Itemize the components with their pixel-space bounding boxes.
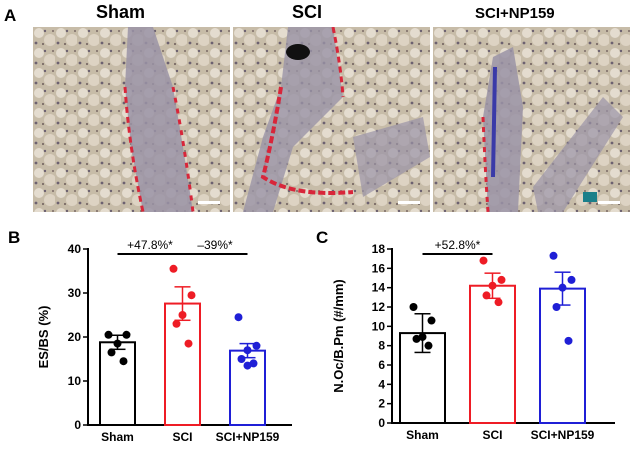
data-point: [552, 303, 561, 311]
data-point: [172, 319, 181, 328]
dark-bone-edge: [491, 66, 497, 178]
x-tick-label: Sham: [101, 430, 134, 444]
bar: [99, 341, 136, 426]
stained-surface: [260, 86, 354, 195]
data-point: [107, 348, 116, 357]
image-title-sci-np159: SCI+NP159: [475, 5, 555, 22]
data-point: [187, 291, 196, 300]
bar: [164, 302, 201, 426]
data-point: [412, 334, 421, 343]
data-point: [479, 256, 488, 265]
data-point: [169, 264, 178, 273]
data-point: [184, 339, 193, 348]
y-tick-label: 8: [378, 339, 385, 353]
data-point: [427, 316, 436, 325]
data-point: [482, 291, 491, 300]
x-tick-label: SCI: [172, 430, 192, 444]
data-point: [424, 341, 433, 350]
data-point: [494, 298, 503, 307]
y-tick-label: 10: [372, 319, 386, 333]
teal-inclusion: [583, 192, 597, 202]
data-point: [488, 281, 497, 290]
y-tick-label: 0: [378, 416, 385, 430]
data-point: [113, 339, 122, 348]
chart-noc-bpm: 0 2 4 6 8 10 12 14 16 18 N.Oc/B.Pm (#/mm) Sham SCI SC…: [331, 238, 615, 442]
y-tick-label: 40: [68, 242, 82, 256]
data-point: [234, 313, 243, 322]
image-title-sham: Sham: [96, 2, 146, 22]
y-tick-label: 4: [378, 377, 385, 391]
significance-label: +47.8%*: [127, 238, 173, 252]
trabecular-bone: [533, 97, 623, 212]
data-point: [122, 330, 131, 339]
y-tick-label: 30: [68, 286, 82, 300]
x-tick-label: SCI: [482, 428, 502, 442]
trabecular-bone: [243, 27, 343, 212]
bar: [539, 287, 586, 425]
data-point: [249, 359, 258, 368]
scale-bar: [198, 201, 220, 204]
micrograph-sci-np159: [433, 27, 630, 212]
y-tick-label: 0: [74, 418, 81, 432]
data-point: [252, 341, 261, 350]
data-point: [418, 332, 427, 341]
image-title-sci: SCI: [292, 2, 323, 22]
data-point: [104, 330, 113, 339]
data-point: [564, 336, 573, 345]
y-tick-label: 2: [378, 397, 385, 411]
y-axis-label: ES/BS (%): [36, 306, 51, 369]
y-tick-label: 20: [68, 330, 82, 344]
data-point: [178, 311, 187, 319]
stained-surface: [171, 86, 195, 212]
x-tick-label: SCI+NP159: [531, 428, 595, 442]
scale-bar: [398, 201, 420, 204]
micrograph-sham-svg: [33, 27, 230, 212]
y-tick-label: 18: [372, 242, 386, 256]
dark-inclusion: [286, 44, 310, 60]
y-tick-label: 16: [372, 261, 386, 275]
y-tick-label: 6: [378, 358, 385, 372]
x-tick-label: Sham: [406, 428, 439, 442]
micrograph-sci-svg: [233, 27, 430, 212]
data-point: [567, 275, 576, 284]
y-tick-label: 14: [372, 281, 386, 295]
micrograph-sci: [233, 27, 430, 212]
data-point: [119, 357, 128, 366]
bar: [469, 284, 516, 424]
trabecular-bone: [125, 27, 193, 212]
data-point: [243, 346, 252, 355]
significance-label: +52.8%*: [435, 238, 481, 252]
trabecular-bone: [353, 117, 430, 197]
data-point: [497, 275, 506, 284]
panel-letter-a: A: [4, 6, 17, 25]
chart-es-bs: 0 10 20 30 40 ES/BS (%) Sham SCI SCI+NP159 +47.8%…: [36, 238, 292, 444]
x-tick-label: SCI+NP159: [216, 430, 280, 444]
y-tick-label: 12: [372, 300, 386, 314]
stained-surface: [123, 86, 145, 212]
data-point: [549, 251, 558, 260]
panel-letter-b: B: [8, 228, 21, 247]
micrograph-sci-np159-svg: [433, 27, 630, 212]
data-point: [237, 355, 246, 363]
data-point: [243, 361, 252, 370]
panel-letter-c: C: [316, 228, 329, 247]
data-point: [409, 303, 418, 311]
scale-bar: [598, 201, 620, 204]
micrograph-sham: [33, 27, 230, 212]
data-point: [558, 283, 567, 292]
y-axis-label: N.Oc/B.Pm (#/mm): [331, 279, 346, 392]
significance-label: –39%*: [197, 238, 233, 252]
stained-surface: [331, 27, 345, 98]
y-tick-label: 10: [68, 374, 82, 388]
